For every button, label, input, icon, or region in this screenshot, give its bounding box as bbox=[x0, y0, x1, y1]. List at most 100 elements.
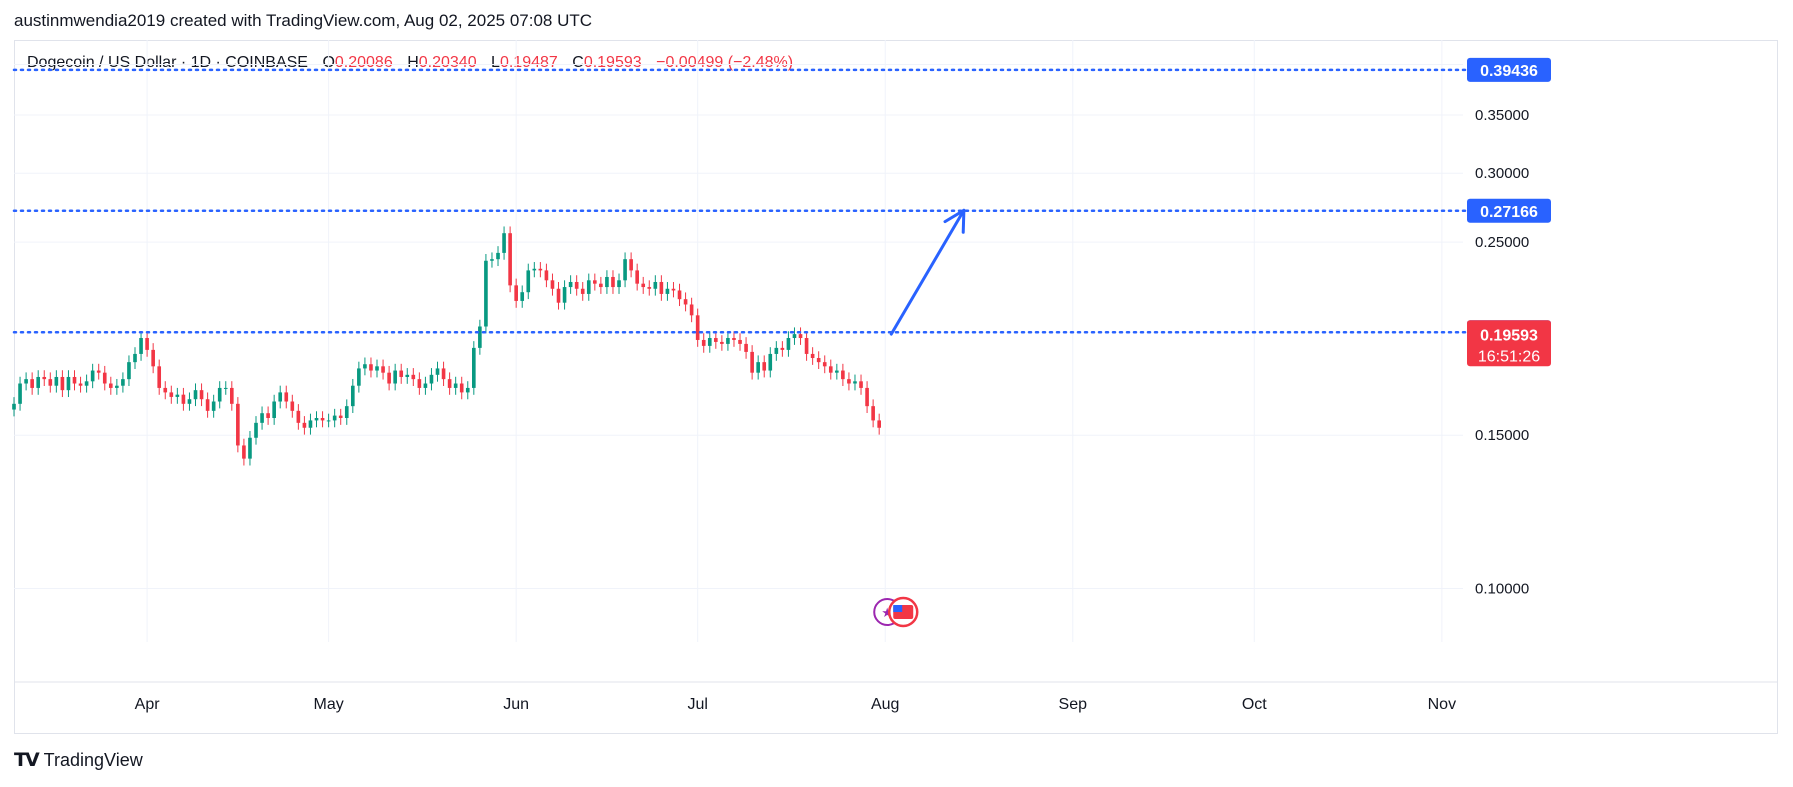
candle-body[interactable] bbox=[496, 252, 500, 260]
candle-body[interactable] bbox=[683, 299, 688, 305]
candle-body[interactable] bbox=[441, 368, 446, 380]
candle-body[interactable] bbox=[871, 406, 875, 421]
candle-body[interactable] bbox=[810, 353, 815, 359]
candle-body[interactable] bbox=[689, 304, 694, 316]
candle-body[interactable] bbox=[260, 413, 264, 423]
candle-body[interactable] bbox=[108, 383, 113, 388]
candle-body[interactable] bbox=[411, 374, 416, 380]
candle-body[interactable] bbox=[18, 383, 22, 404]
candle-body[interactable] bbox=[514, 285, 518, 301]
candle-body[interactable] bbox=[48, 379, 53, 386]
candle-body[interactable] bbox=[102, 372, 107, 384]
candle-body[interactable] bbox=[223, 387, 228, 389]
candle-body[interactable] bbox=[284, 392, 289, 402]
candle-body[interactable] bbox=[762, 362, 767, 371]
candle-body[interactable] bbox=[750, 351, 754, 373]
candle-body[interactable] bbox=[792, 334, 797, 339]
candle-body[interactable] bbox=[357, 368, 361, 386]
candle-body[interactable] bbox=[211, 401, 216, 411]
projection-arrow-head[interactable] bbox=[943, 208, 966, 234]
candle-body[interactable] bbox=[181, 394, 186, 404]
candle-body[interactable] bbox=[841, 370, 845, 380]
candle-body[interactable] bbox=[756, 362, 760, 373]
candle-body[interactable] bbox=[677, 290, 682, 300]
candle-body[interactable] bbox=[332, 415, 337, 421]
candle-body[interactable] bbox=[133, 353, 137, 363]
candle-body[interactable] bbox=[169, 392, 174, 397]
candle-body[interactable] bbox=[338, 415, 343, 418]
symbol-title[interactable]: Dogecoin / US Dollar · 1D · COINBASE bbox=[27, 54, 308, 71]
candle-body[interactable] bbox=[822, 362, 827, 367]
candle-body[interactable] bbox=[774, 347, 779, 354]
candle-body[interactable] bbox=[175, 394, 180, 397]
candle-body[interactable] bbox=[520, 292, 525, 301]
candle-body[interactable] bbox=[768, 353, 773, 371]
candle-body[interactable] bbox=[472, 347, 476, 388]
candle-body[interactable] bbox=[726, 338, 730, 344]
candle-body[interactable] bbox=[653, 281, 658, 289]
candle-body[interactable] bbox=[236, 403, 240, 446]
candle-body[interactable] bbox=[447, 379, 452, 388]
candle-body[interactable] bbox=[478, 326, 482, 348]
candle-body[interactable] bbox=[835, 370, 839, 373]
candle-body[interactable] bbox=[90, 370, 95, 382]
candle-body[interactable] bbox=[60, 376, 65, 391]
candle-body[interactable] bbox=[229, 387, 234, 404]
candle-body[interactable] bbox=[320, 417, 325, 421]
candle-body[interactable] bbox=[617, 280, 621, 288]
candle-body[interactable] bbox=[127, 362, 131, 380]
candle-body[interactable] bbox=[290, 401, 295, 411]
candle-body[interactable] bbox=[611, 276, 615, 288]
candle-body[interactable] bbox=[381, 366, 385, 373]
candle-body[interactable] bbox=[605, 276, 609, 288]
candle-body[interactable] bbox=[157, 366, 162, 388]
candle-body[interactable] bbox=[562, 287, 567, 303]
candle-body[interactable] bbox=[308, 420, 313, 428]
candle-body[interactable] bbox=[744, 343, 748, 352]
candle-body[interactable] bbox=[417, 379, 422, 388]
candle-body[interactable] bbox=[399, 370, 404, 377]
candle-body[interactable] bbox=[593, 280, 597, 284]
candle-body[interactable] bbox=[199, 390, 204, 400]
candle-body[interactable] bbox=[556, 288, 561, 303]
candle-body[interactable] bbox=[865, 387, 869, 407]
candle-body[interactable] bbox=[665, 288, 670, 294]
candle-body[interactable] bbox=[375, 366, 379, 371]
candle-body[interactable] bbox=[163, 387, 168, 393]
candle-body[interactable] bbox=[363, 364, 367, 369]
candle-body[interactable] bbox=[266, 413, 270, 418]
candle-body[interactable] bbox=[568, 281, 573, 288]
candle-body[interactable] bbox=[853, 381, 857, 384]
candle-body[interactable] bbox=[659, 281, 664, 294]
candle-body[interactable] bbox=[254, 422, 258, 438]
candle-body[interactable] bbox=[786, 338, 791, 350]
candle-body[interactable] bbox=[278, 392, 283, 402]
candle-body[interactable] bbox=[369, 364, 373, 371]
candle-body[interactable] bbox=[629, 259, 633, 271]
candle-body[interactable] bbox=[720, 341, 724, 344]
candle-body[interactable] bbox=[296, 410, 301, 423]
candle-body[interactable] bbox=[859, 381, 863, 388]
candle-body[interactable] bbox=[193, 390, 198, 400]
candle-body[interactable] bbox=[538, 268, 543, 271]
candle-body[interactable] bbox=[641, 283, 646, 288]
candle-body[interactable] bbox=[84, 381, 89, 386]
candle-body[interactable] bbox=[550, 280, 555, 289]
candle-body[interactable] bbox=[714, 338, 718, 342]
candle-body[interactable] bbox=[732, 338, 736, 340]
candle-body[interactable] bbox=[738, 339, 742, 344]
candle-body[interactable] bbox=[66, 376, 71, 391]
candle-body[interactable] bbox=[701, 339, 706, 346]
candle-body[interactable] bbox=[30, 379, 34, 388]
candle-body[interactable] bbox=[828, 366, 833, 373]
candle-body[interactable] bbox=[453, 383, 458, 388]
candle-body[interactable] bbox=[78, 383, 83, 386]
candle-body[interactable] bbox=[707, 338, 712, 346]
candle-body[interactable] bbox=[847, 379, 851, 384]
candle-body[interactable] bbox=[248, 437, 252, 459]
candle-body[interactable] bbox=[423, 383, 428, 388]
candle-body[interactable] bbox=[42, 376, 47, 380]
candle-body[interactable] bbox=[574, 281, 579, 289]
candle-body[interactable] bbox=[465, 387, 470, 393]
candle-body[interactable] bbox=[804, 338, 809, 354]
